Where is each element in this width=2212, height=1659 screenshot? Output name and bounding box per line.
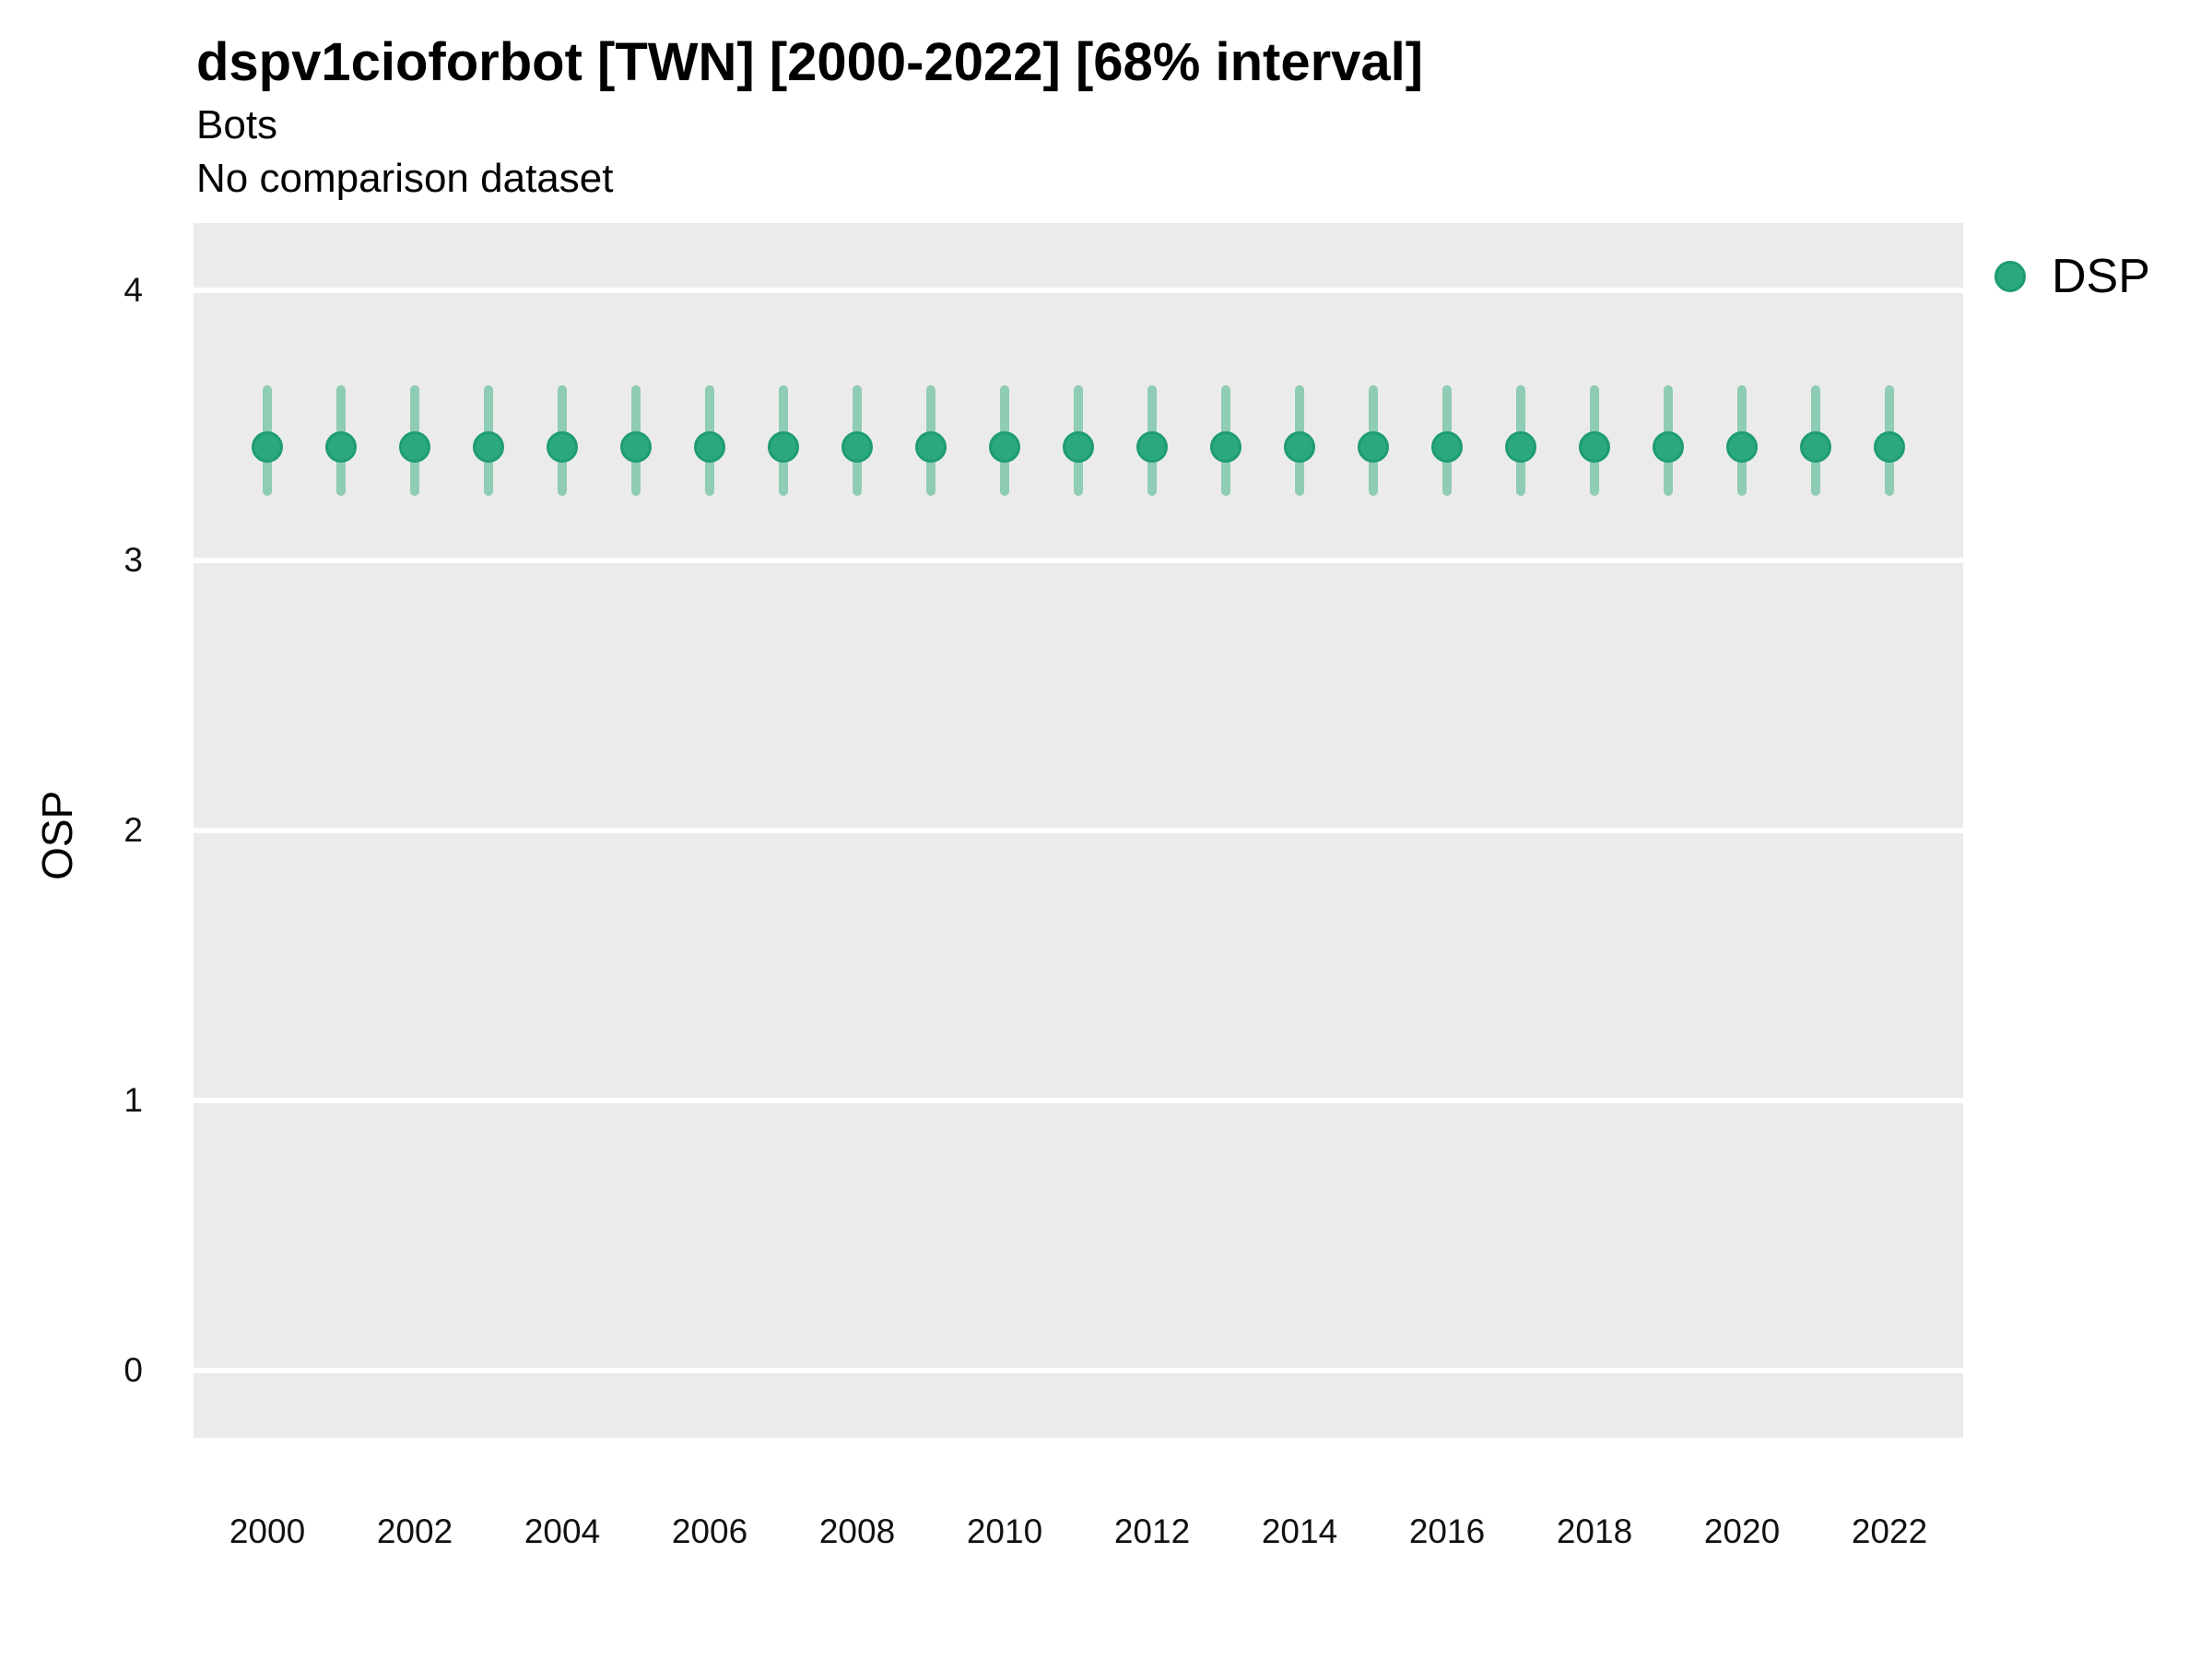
x-tick-label-2014: 2014 xyxy=(1261,1512,1338,1550)
x-tick-label-2012: 2012 xyxy=(1113,1512,1191,1550)
chart-title: dspv1cioforbot [TWN] [2000-2022] [68% in… xyxy=(196,32,1424,92)
data-point-2005 xyxy=(620,431,652,464)
data-point-2021 xyxy=(1800,431,1831,464)
plot-panel xyxy=(194,223,1963,1438)
data-point-2011 xyxy=(1063,431,1094,464)
data-point-2012 xyxy=(1136,431,1168,464)
x-tick-label-2022: 2022 xyxy=(1851,1512,1928,1550)
data-point-2002 xyxy=(399,431,430,464)
data-point-2013 xyxy=(1210,431,1241,464)
x-tick-label-2016: 2016 xyxy=(1408,1512,1486,1550)
x-tick-label-2004: 2004 xyxy=(524,1512,601,1550)
gridline-y-1 xyxy=(194,1097,1963,1103)
y-tick-label-2: 2 xyxy=(124,811,143,849)
data-point-2009 xyxy=(915,431,947,464)
chart-subtitle: Bots xyxy=(196,102,278,147)
legend: DSP xyxy=(1994,251,2150,302)
legend-label-dsp: DSP xyxy=(2052,250,2150,303)
x-tick-label-2002: 2002 xyxy=(376,1512,453,1550)
data-point-2022 xyxy=(1874,431,1905,464)
data-point-2014 xyxy=(1284,431,1315,464)
data-point-2020 xyxy=(1726,431,1758,464)
y-tick-label-4: 4 xyxy=(124,271,143,310)
data-point-2003 xyxy=(473,431,504,464)
data-point-2007 xyxy=(768,431,799,464)
x-tick-label-2018: 2018 xyxy=(1556,1512,1633,1550)
data-point-2010 xyxy=(989,431,1020,464)
data-point-2000 xyxy=(252,431,283,464)
y-tick-label-0: 0 xyxy=(124,1350,143,1389)
gridline-y-0 xyxy=(194,1367,1963,1373)
legend-marker-dsp-icon xyxy=(1994,261,2026,292)
gridline-y-2 xyxy=(194,828,1963,833)
x-tick-label-2020: 2020 xyxy=(1703,1512,1781,1550)
data-point-2006 xyxy=(694,431,725,464)
data-point-2001 xyxy=(325,431,357,464)
data-point-2018 xyxy=(1579,431,1610,464)
data-point-2015 xyxy=(1358,431,1389,464)
x-tick-label-2008: 2008 xyxy=(818,1512,896,1550)
y-tick-label-3: 3 xyxy=(124,541,143,580)
x-tick-label-2006: 2006 xyxy=(671,1512,748,1550)
data-point-2017 xyxy=(1505,431,1536,464)
data-point-2004 xyxy=(547,431,578,464)
x-tick-label-2000: 2000 xyxy=(229,1512,306,1550)
gridline-y-3 xyxy=(194,558,1963,564)
x-tick-label-2010: 2010 xyxy=(966,1512,1043,1550)
gridline-y-4 xyxy=(194,288,1963,294)
chart-note: No comparison dataset xyxy=(196,156,614,201)
data-point-2019 xyxy=(1653,431,1684,464)
data-point-2008 xyxy=(841,431,873,464)
y-tick-label-1: 1 xyxy=(124,1080,143,1119)
data-point-2016 xyxy=(1431,431,1463,464)
